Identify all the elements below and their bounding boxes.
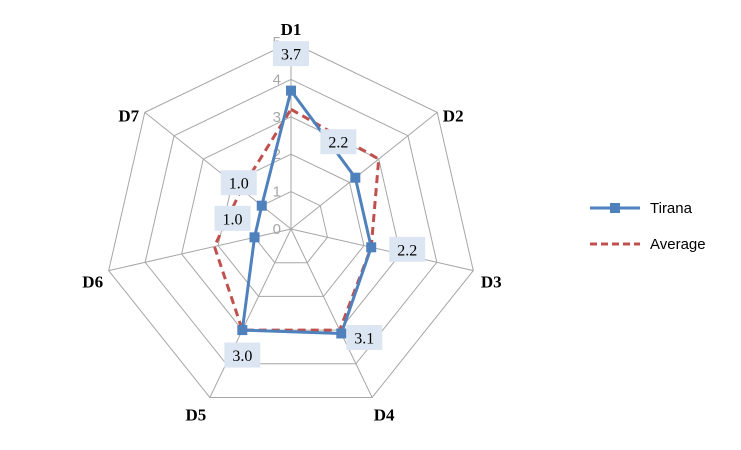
tick-label: 3 [273,109,281,126]
marker-tirana-D6 [249,232,260,243]
axis-label-D6: D6 [82,273,103,292]
axis-label-D5: D5 [185,405,206,424]
data-label-box [273,41,309,67]
grid-ring-4 [144,78,438,365]
spoke-D2 [290,112,438,230]
marker-tirana-D3 [366,242,377,253]
series-line-average [212,107,381,332]
data-label-box [320,129,357,155]
data-label-D5: 3.0 [224,342,261,368]
axis-label-D3: D3 [481,273,502,292]
data-label-text: 3.1 [354,330,374,347]
spoke-D6 [108,228,292,272]
grid-ring-5 [108,41,474,398]
data-label-text: 2.2 [328,135,348,152]
marker-tirana-D2 [350,172,361,183]
spoke-D4 [290,228,373,398]
series-line-tirana [240,89,373,335]
data-label-D1: 3.7 [273,41,309,67]
legend-entry-tirana: Tirana [590,200,693,217]
data-label-D3: 2.2 [389,236,426,262]
marker-tirana-D5 [237,325,248,336]
data-label-D6: 1.0 [214,205,251,231]
legend-entry-average: Average [590,236,706,253]
spoke-D3 [290,228,474,272]
data-label-text: 3.0 [232,348,252,365]
data-label-box [224,342,261,368]
data-label-text: 3.7 [281,47,301,64]
axis-label-D1: D1 [281,20,302,39]
data-label-box [220,170,257,196]
legend-label: Average [650,236,706,253]
tick-label: 4 [273,71,281,88]
data-label-D2: 2.2 [320,129,357,155]
data-label-box [346,324,383,350]
data-label-D4: 3.1 [346,324,383,350]
axis-label-D2: D2 [443,106,464,125]
axis-label-D7: D7 [118,106,139,125]
tick-label: 1 [273,184,281,201]
legend-swatch-marker [610,203,620,213]
data-label-text: 2.2 [397,242,417,259]
data-label-box [214,205,251,231]
marker-tirana-D4 [336,328,347,339]
data-label-box [389,236,426,262]
data-label-D7: 1.0 [220,170,257,196]
data-label-text: 1.0 [229,176,249,193]
axis-labels: D1 D2 D3 D4 D5 D6 D7 [82,20,501,424]
axis-label-D4: D4 [374,405,395,424]
series-layer [212,85,381,339]
legend: Tirana Average [590,200,706,253]
marker-tirana-D1 [286,85,296,96]
data-label-text: 1.0 [223,211,243,228]
tick-label: 2 [273,146,281,163]
spoke-D5 [209,228,292,398]
tick-label: 0 [273,221,281,238]
data-labels: 3.7 2.2 2.2 3.1 3.0 1.0 1.0 [214,41,426,368]
legend-label: Tirana [650,200,693,217]
marker-tirana-D7 [256,200,267,211]
